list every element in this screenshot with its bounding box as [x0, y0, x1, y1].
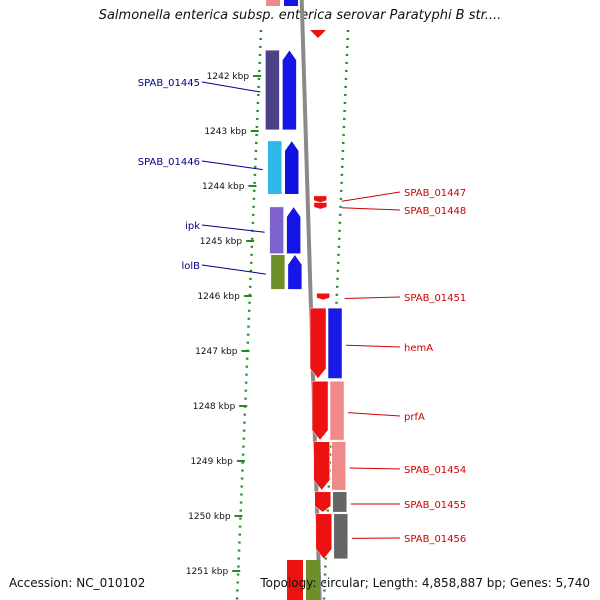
- scale-tick-label: 1250 kbp: [188, 512, 231, 522]
- gene-block-ipk: [269, 206, 284, 254]
- gene-label-spab_01447: SPAB_01447: [404, 188, 466, 199]
- gene-block-strand-spab_01456: [333, 513, 349, 560]
- scale-tick-label: 1248 kbp: [193, 402, 236, 412]
- gene-block-strand-spab_01445: [282, 49, 297, 131]
- genome-title: Salmonella enterica subsp. enterica sero…: [98, 8, 502, 23]
- gene-block-spab_01446: [267, 140, 282, 195]
- gene-block-strand-prfa: [329, 381, 345, 441]
- gene-label-spab_01456: SPAB_01456: [404, 534, 466, 545]
- gene-block-strand-spab_01454: [331, 441, 346, 491]
- gene-label-connector: [346, 344, 401, 348]
- gene-label-spab_01445: SPAB_01445: [138, 78, 200, 89]
- partial-gene-bottom: [287, 560, 303, 600]
- gene-label-spab_01455: SPAB_01455: [404, 500, 466, 511]
- gene-block-strand-ipk: [286, 206, 301, 254]
- gene-label-connector: [341, 207, 401, 211]
- gene-block-spab_01454: [313, 441, 330, 491]
- gene-label-connector: [201, 264, 266, 275]
- scale-tick-label: 1242 kbp: [207, 72, 250, 82]
- gene-label-connector: [344, 296, 401, 300]
- gene-label-connector: [341, 191, 401, 202]
- gene-label-spab_01448: SPAB_01448: [404, 206, 466, 217]
- gene-block-spab_01447: [313, 195, 327, 203]
- scale-tick-label: 1244 kbp: [202, 182, 245, 192]
- gene-block-spab_01445: [265, 49, 280, 131]
- gene-label-connector: [201, 81, 261, 93]
- gene-block-hema: [309, 307, 327, 379]
- gene-block-prfa: [311, 381, 329, 441]
- gene-block-spab_01456: [315, 513, 333, 560]
- genome-backbone: [299, 0, 322, 600]
- accession-text: Accession: NC_010102: [9, 576, 146, 590]
- gene-label-connector: [201, 160, 263, 171]
- gene-block-strand-hema: [327, 307, 343, 379]
- scale-tick-label: 1243 kbp: [204, 127, 247, 137]
- gene-block-spab_01455: [314, 491, 332, 513]
- gene-block-spab_01448: [313, 202, 328, 210]
- gene-label-spab_01446: SPAB_01446: [138, 157, 200, 168]
- scale-tick-label: 1245 kbp: [200, 237, 243, 247]
- left-dotted-track: [235, 29, 263, 600]
- gene-label-ipk: ipk: [185, 221, 200, 232]
- partial-gene-top-marker: [310, 30, 326, 38]
- gene-label-spab_01451: SPAB_01451: [404, 293, 466, 304]
- gene-block-lolb: [270, 254, 286, 290]
- gene-label-prfa: prfA: [404, 412, 425, 423]
- scale-tick-label: 1251 kbp: [186, 567, 229, 577]
- gene-label-connector: [349, 467, 401, 470]
- gene-label-spab_01454: SPAB_01454: [404, 465, 466, 476]
- gene-label-hema: hemA: [404, 343, 433, 354]
- gene-block-strand-lolb: [287, 254, 303, 290]
- topology-text: Topology: circular; Length: 4,858,887 bp…: [260, 576, 590, 590]
- gene-block-strand-spab_01446: [284, 140, 299, 195]
- scale-tick-label: 1247 kbp: [195, 347, 238, 357]
- gene-block-spab_01451: [316, 293, 330, 301]
- partial-gene-bottom-strand: [306, 560, 320, 600]
- gene-label-lolb: lolB: [181, 261, 200, 272]
- partial-gene-top-strand: [284, 0, 298, 6]
- gene-label-connector: [348, 412, 401, 417]
- partial-gene-top: [266, 0, 280, 6]
- scale-tick-label: 1249 kbp: [190, 457, 233, 467]
- gene-label-connector: [201, 224, 265, 233]
- scale-tick-label: 1246 kbp: [197, 292, 240, 302]
- gene-block-strand-spab_01455: [332, 491, 348, 513]
